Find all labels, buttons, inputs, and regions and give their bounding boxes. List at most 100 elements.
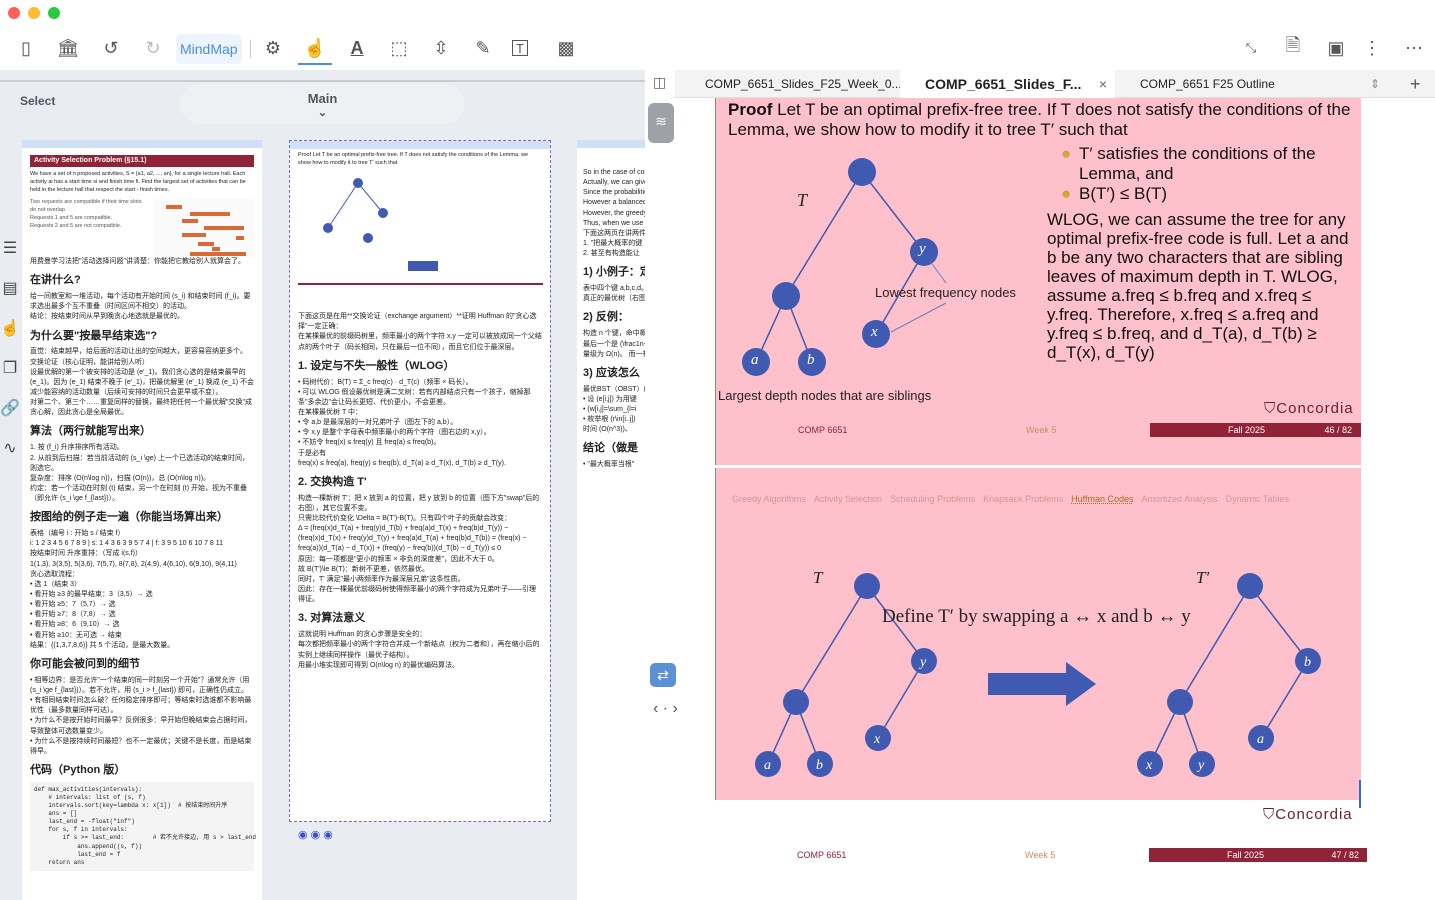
squiggle-icon[interactable]: ∿ [3,440,17,457]
library-icon[interactable]: 🏛 [56,37,80,58]
section-nav-item[interactable]: Scheduling Problems [890,494,976,504]
bookmark-icon[interactable]: ▣ [1327,37,1345,58]
minimize-window-button[interactable] [28,7,40,19]
tab-week-slides[interactable]: COMP_6651_Slides_F25_Week_0... [685,70,902,98]
note-line: 用费曼学习法把"活动选择问题"讲清楚：你能把它教给别人就算会了。 [30,258,245,266]
svg-text:x: x [1145,758,1153,773]
note-line: 用最小堆实现即可得到 O(n\log n) 的最优编码算法。 [298,661,460,669]
scroll-indicator[interactable] [1359,780,1361,808]
note-line: So in the case of consi optimal solution… [583,169,645,176]
footer-page: 47 / 82 [1331,850,1359,860]
chevron-down-icon: ⌄ [317,107,328,119]
new-tab-icon[interactable]: + [1410,74,1421,94]
tab-bar: COMP_6651_Slides_F25_Week_0... COMP_6651… [675,70,1435,98]
copy-icon[interactable]: ❐ [2,360,18,377]
footer-term: Fall 2025 [1227,850,1265,860]
note-page-obst[interactable]: So in the case of consi optimal solution… [577,140,645,900]
note-content: 用费曼学习法把"活动选择问题"讲清楚：你能把它教给别人就算会了。 在讲什么? 给一间… [30,257,254,779]
text-box-icon[interactable]: T [512,40,528,56]
divider [0,80,645,82]
maximize-window-button[interactable] [48,7,60,19]
settings-rotate-icon[interactable]: ⚙ [264,37,282,58]
section-heading: 你可能会被问到的细节 [30,657,140,670]
floating-tool-palette: ☰ ▤ ☝ ❐ 🔗 ∿ [0,238,20,478]
section-nav-item[interactable]: Amortized Analysis [1141,494,1218,504]
hand-pointer-icon[interactable]: ☝ [303,37,327,58]
footer-term: Fall 2025 [1228,425,1266,435]
compat-notes: Two requests are compatible if their tim… [30,199,148,257]
vertical-more-icon[interactable]: ⋮ [1363,37,1381,58]
code-block: def max_activities(intervals): # interva… [30,781,256,871]
note-line: 2. 从前到后扫描：若当前活动的 (s_i \ge) 上一个已选活动的结束时间，… [30,454,249,472]
shield-icon: ⛉ [1264,400,1277,417]
toolbar: ▯ 🏛 ↺ ↻ MindMap ⚙ ☝ A ⬚ ⇳ ✎ T ▩ ⤡ 🗎 ▣ ⋮ … [0,26,1435,70]
mindmap-button[interactable]: MindMap [176,34,242,64]
active-tool-indicator [298,63,332,65]
undo-icon[interactable]: ↺ [103,37,119,58]
rectangle-select-icon[interactable]: ⬚ [390,37,408,58]
layers-button[interactable]: ≋ [648,103,674,143]
note-line: • 相等边界：是否允许"一个结束的同一时刻另一个开始"？通常允许（用 (s_i … [30,676,250,694]
note-line: • 可以 WLOG 假设最优树是满二叉树：若有内部结点只有一个孩子，缩掉那条"多… [298,388,531,406]
footer-week: Week 5 [1025,850,1056,860]
tab-label: COMP_6651 F25 Outline [1140,77,1275,91]
image-icon[interactable]: ▩ [557,37,575,58]
svg-text:x: x [873,732,881,747]
note-line: • 为什么不是按持续时间最短？也不一定最优；关键不是长度，而是结束得早。 [30,737,252,755]
prev-next-nav[interactable]: ‹ · › [653,700,678,717]
note-line: 结果：{(1,3,7,8,6)} 共 5 个活动，是最大数量。 [30,641,175,649]
note-line: 时间 (O(n^3))、 [583,426,632,434]
section-nav-item[interactable]: Greedy Algorithms [732,494,807,504]
tab-label: COMP_6651_Slides_F25_Week_0... [705,77,902,91]
tree-diagram [742,158,947,376]
tab-slides-active[interactable]: COMP_6651_Slides_F... × [900,70,1115,98]
close-tab-icon[interactable]: × [1098,76,1107,92]
section-heading: 2) 反例： [583,311,629,324]
note-page-activity-selection[interactable]: Activity Selection Problem (§15.1) We ha… [22,140,262,900]
note-line: • "最大概率当根" [583,461,635,469]
footer-page: 46 / 82 [1324,425,1352,435]
logo-text: Concordia [1275,806,1353,823]
collapse-icon[interactable]: ⤡ [1245,40,1257,55]
more-icon[interactable]: ⋯ [1405,37,1423,58]
slide-46: Proof Let T be an optimal prefix-free tr… [715,98,1361,465]
note-line: 在某棵最优树 T 中： [298,409,363,416]
proof-text: Proof Let T be an optimal prefix-free tr… [728,100,1358,140]
tab-list-icon[interactable]: ⇕ [1370,77,1381,91]
pencil-icon[interactable]: ✎ [475,37,491,58]
split-view-icon[interactable]: ◫ [653,74,667,90]
section-nav-item[interactable]: Dynamic Tables [1225,494,1289,504]
swap-panes-button[interactable]: ⇄ [650,663,676,687]
link-icon[interactable]: 🔗 [0,400,20,417]
resize-icon[interactable]: ⇳ [433,37,449,58]
lowest-frequency-label: Lowest frequency nodes [875,285,1016,300]
section-nav-item[interactable]: Activity Selection [814,494,883,504]
mindmap-canvas[interactable]: Main ⌄ Activity Selection Problem (§15.1… [0,70,645,900]
page-action-icons[interactable]: ◉ ◉ ◉ [298,829,333,841]
section-nav-item[interactable]: Knapsack Problems [983,494,1064,504]
note-line: 这就说明 Huffman 的贪心步骤是安全的： [298,631,427,639]
svg-text:a: a [1257,732,1264,747]
note-line: Since the probabilities [583,189,645,197]
note-line: • 令 x,y 是整个字母表中频率最小的两个字符（图右边的 x,y）。 [298,429,491,437]
close-window-button[interactable] [8,7,20,19]
tab-outline[interactable]: COMP_6651 F25 Outline [1120,70,1320,98]
page-header-bar [290,141,550,149]
note-line: • 设 (e[i,j]) 为用键 [583,395,637,403]
note-page-huffman-proof[interactable]: Proof Let T be an optimal prefix-free tr… [289,140,551,822]
text-highlight-icon[interactable]: A [350,37,364,58]
list-icon[interactable]: ☰ [2,240,18,257]
redo-icon[interactable]: ↻ [145,37,161,58]
section-nav-item[interactable]: Huffman Codes [1071,494,1134,504]
hand-pointer-icon[interactable]: ☝ [0,320,20,337]
note-line: 构造一棵新树 T'：把 x 放到 a 的位置，把 y 放到 b 的位置（图下方"… [298,494,540,512]
note-line: • 看开始 ≥10：无可选 → 结束 [30,631,122,639]
search-document-icon[interactable]: 🗎 [1285,35,1301,55]
note-line: 直觉：结束越早，给后面的活动让出的空间越大，更容易容纳更多个。 [30,348,247,356]
layout-icon[interactable]: ▤ [2,280,18,297]
note-line: 约定：若一个活动在时刻 (t) 结束，另一个在时刻 (t) 开始，视为不重叠（即… [30,484,247,503]
note-line: 1(1,3), 3(3,5), 5(3,6), 7(5,7), 8(7,8), … [30,560,237,568]
section-heading: 3) 应该怎么 [583,366,640,379]
section-selector[interactable]: Main ⌄ [180,84,465,124]
sidebar-toggle-icon[interactable]: ▯ [21,37,31,58]
